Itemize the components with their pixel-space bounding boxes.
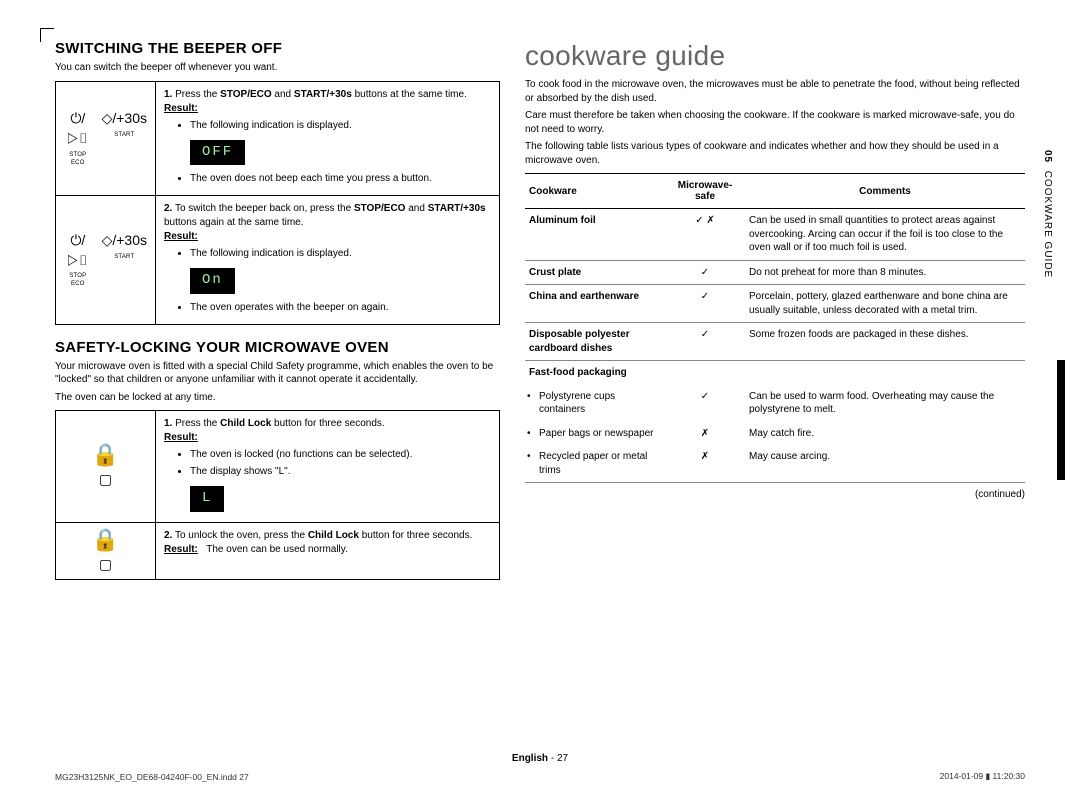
bullet: The oven does not beep each time you pre… [190,172,491,186]
microwave-safe-cell: ✓ [665,385,745,422]
lock-icon: 🔒▢ [64,444,147,488]
cookware-cell: China and earthenware [525,285,665,323]
beeper-row1-icons: ⏻/▷▯ STOP ECO ◇/+30s START [56,81,156,196]
page-content: SWITCHING THE BEEPER OFF You can switch … [55,40,1025,752]
lock-intro1: Your microwave oven is fitted with a spe… [55,360,500,387]
right-column: cookware guide To cook food in the micro… [525,40,1025,752]
bullet: The oven is locked (no functions can be … [190,448,491,462]
footer-left: MG23H3125NK_EO_DE68-04240F-00_EN.indd 27 [55,772,249,782]
beeper-row2-text: 2. To switch the beeper back on, press t… [156,196,500,325]
cookware-title: cookware guide [525,40,1025,72]
lock-row2-text: 2. To unlock the oven, press the Child L… [156,522,500,579]
bullet: The display shows "L". [190,465,491,479]
bullet: The oven operates with the beeper on aga… [190,301,491,315]
cookware-header-row: Cookware Microwave-safe Comments [525,174,1025,209]
lock-row-2: 🔒▢ 2. To unlock the oven, press the Chil… [56,522,500,579]
beeper-table: ⏻/▷▯ STOP ECO ◇/+30s START 1. Press the … [55,81,500,325]
cookware-intro2: Care must therefore be taken when choosi… [525,109,1025,136]
cookware-cell: Crust plate [525,260,665,285]
bullet: The following indication is displayed. [190,247,491,261]
comments-cell: Some frozen foods are packaged in these … [745,323,1025,361]
table-row: Aluminum foil✓ ✗Can be used in small qua… [525,209,1025,261]
header-cookware: Cookware [525,174,665,209]
microwave-safe-cell: ✓ [665,260,745,285]
table-row: Fast-food packaging [525,361,1025,385]
cookware-cell: Polystyrene cups containers [525,385,665,422]
comments-cell: Do not preheat for more than 8 minutes. [745,260,1025,285]
display-on: On [190,268,235,294]
cookware-intro1: To cook food in the microwave oven, the … [525,78,1025,105]
cookware-cell: Fast-food packaging [525,361,665,385]
lock-row1-text: 1. Press the Child Lock button for three… [156,411,500,523]
comments-cell: Porcelain, pottery, glazed earthenware a… [745,285,1025,323]
lock-title: SAFETY-LOCKING YOUR MICROWAVE OVEN [55,339,500,356]
left-column: SWITCHING THE BEEPER OFF You can switch … [55,40,500,752]
table-row: Polystyrene cups containers✓Can be used … [525,385,1025,422]
cookware-intro3: The following table lists various types … [525,140,1025,167]
stop-eco-icon: ⏻/▷▯ STOP ECO [64,231,92,289]
lock-row-1: 🔒▢ 1. Press the Child Lock button for th… [56,411,500,523]
footer-center: English - 27 [0,753,1080,764]
beeper-row-1: ⏻/▷▯ STOP ECO ◇/+30s START 1. Press the … [56,81,500,196]
footer-right: 2014-01-09 ▮ 11:20:30 [940,771,1025,782]
crop-mark [40,28,54,42]
start-30s-icon: ◇/+30s START [102,231,147,261]
comments-cell: May catch fire. [745,422,1025,446]
result-label: Result: [164,231,198,242]
microwave-safe-cell [665,361,745,385]
cookware-cell: Paper bags or newspaper [525,422,665,446]
comments-cell [745,361,1025,385]
beeper-title: SWITCHING THE BEEPER OFF [55,40,500,57]
side-bar [1057,360,1065,480]
cookware-cell: Disposable polyester cardboard dishes [525,323,665,361]
start-30s-icon: ◇/+30s START [102,109,147,139]
display-L: L [190,486,224,512]
table-row: Recycled paper or metal trims✗May cause … [525,445,1025,483]
beeper-row1-text: 1. Press the STOP/ECO and START/+30s but… [156,81,500,196]
display-off: OFF [190,140,245,166]
microwave-safe-cell: ✓ ✗ [665,209,745,261]
lock-intro2: The oven can be locked at any time. [55,391,500,405]
table-row: China and earthenware✓Porcelain, pottery… [525,285,1025,323]
header-microwave-safe: Microwave-safe [665,174,745,209]
cookware-cell: Recycled paper or metal trims [525,445,665,483]
stop-eco-icon: ⏻/▷▯ STOP ECO [64,109,92,167]
cookware-table: Cookware Microwave-safe Comments Aluminu… [525,173,1025,483]
header-comments: Comments [745,174,1025,209]
comments-cell: Can be used in small quantities to prote… [745,209,1025,261]
microwave-safe-cell: ✗ [665,422,745,446]
microwave-safe-cell: ✗ [665,445,745,483]
bullet: The following indication is displayed. [190,119,491,133]
table-row: Disposable polyester cardboard dishes✓So… [525,323,1025,361]
comments-cell: Can be used to warm food. Overheating ma… [745,385,1025,422]
microwave-safe-cell: ✓ [665,323,745,361]
beeper-row-2: ⏻/▷▯ STOP ECO ◇/+30s START 2. To switch … [56,196,500,325]
side-tab: 05 COOKWARE GUIDE [1042,150,1053,278]
table-row: Paper bags or newspaper✗May catch fire. [525,422,1025,446]
beeper-row2-icons: ⏻/▷▯ STOP ECO ◇/+30s START [56,196,156,325]
continued-label: (continued) [525,489,1025,500]
lock-table: 🔒▢ 1. Press the Child Lock button for th… [55,410,500,580]
table-row: Crust plate✓Do not preheat for more than… [525,260,1025,285]
lock-row2-icon: 🔒▢ [56,522,156,579]
beeper-intro: You can switch the beeper off whenever y… [55,61,500,75]
cookware-cell: Aluminum foil [525,209,665,261]
result-label: Result: [164,544,198,555]
comments-cell: May cause arcing. [745,445,1025,483]
result-label: Result: [164,432,198,443]
lock-row1-icon: 🔒▢ [56,411,156,523]
result-label: Result: [164,103,198,114]
microwave-safe-cell: ✓ [665,285,745,323]
lock-icon: 🔒▢ [64,529,147,573]
